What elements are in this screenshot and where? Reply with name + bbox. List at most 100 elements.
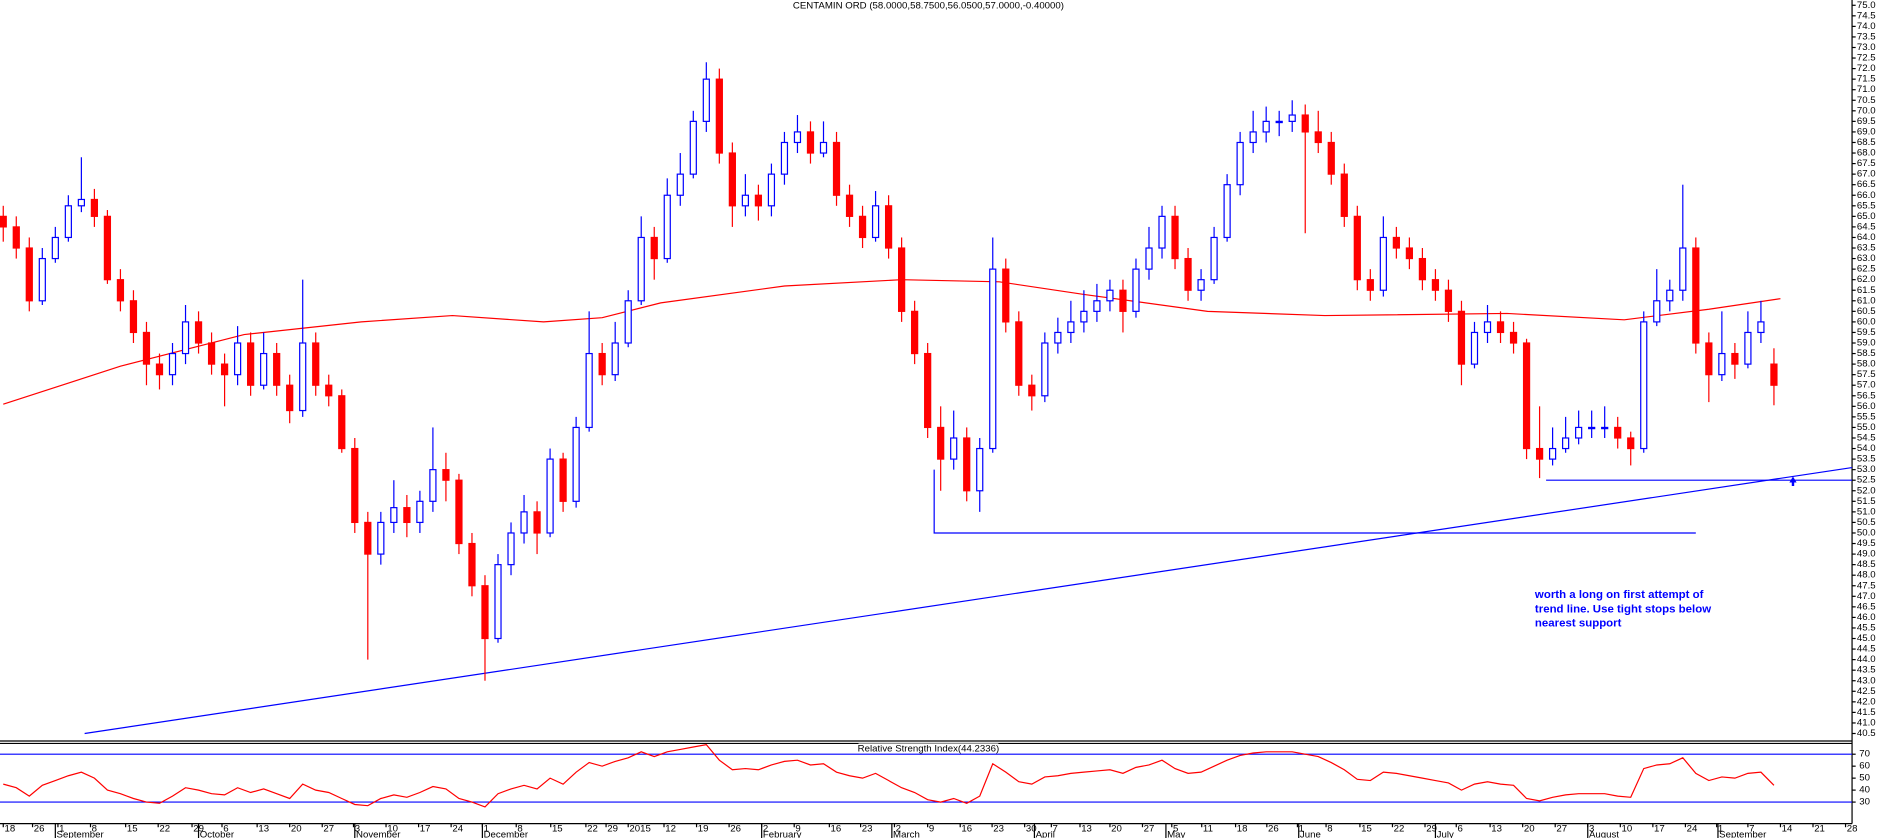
candle-body [1483, 321, 1492, 334]
candle-body [976, 447, 984, 492]
y-tick-label: 48.0 [1857, 570, 1876, 581]
x-tick-label: 26 [730, 824, 741, 835]
x-tick-label: 13 [1491, 824, 1502, 835]
candle-body [676, 173, 684, 196]
y-tick-label: 69.0 [1857, 126, 1876, 137]
y-tick-label: 63.0 [1857, 253, 1876, 264]
x-tick-label: 3 [1589, 824, 1594, 835]
candle-body [1575, 426, 1583, 439]
y-tick-label: 54.5 [1857, 433, 1876, 444]
candle-body [1601, 426, 1609, 430]
x-tick-label: 17 [1654, 824, 1665, 835]
candle-body [1275, 120, 1283, 124]
candle-body [1548, 447, 1557, 460]
x-tick-label: 10 [387, 824, 398, 835]
candle-body [103, 215, 112, 281]
y-tick-label: 71.0 [1857, 84, 1876, 95]
month-label: February [763, 830, 802, 838]
candle-body [898, 247, 906, 312]
candle-body [1418, 257, 1427, 281]
candle-body [1627, 437, 1635, 450]
y-tick-label: 44.0 [1857, 654, 1876, 665]
y-tick-label: 41.5 [1857, 707, 1876, 718]
x-tick-label: 22 [1394, 824, 1405, 835]
candle-body [950, 437, 958, 460]
candle-body [377, 521, 385, 555]
y-tick-label: 49.5 [1857, 538, 1876, 549]
x-tick-label: 2 [896, 824, 901, 835]
candle-body [1470, 331, 1479, 365]
x-tick-label: 23 [862, 824, 873, 835]
candle-body [129, 300, 138, 334]
candle-body [1692, 247, 1700, 344]
candle-body [1158, 215, 1166, 249]
candle-body [832, 141, 841, 196]
y-tick-label: 44.5 [1857, 644, 1876, 655]
candle-body [429, 469, 437, 502]
x-tick-label: 27 [1144, 824, 1155, 835]
y-tick-label: 43.5 [1857, 665, 1876, 676]
x-tick-label: 1 [484, 824, 489, 835]
candle-body [689, 120, 697, 175]
candle-body [12, 226, 20, 249]
candle-body [260, 352, 268, 386]
candle-body [598, 352, 606, 376]
x-tick-label: 8 [1327, 824, 1332, 835]
y-tick-label: 55.5 [1857, 411, 1876, 422]
y-tick-label: 46.5 [1857, 601, 1876, 612]
x-tick-label: 9 [795, 824, 800, 835]
y-tick-label: 71.5 [1857, 74, 1876, 85]
candle-body [858, 215, 867, 239]
candle-body [728, 152, 736, 207]
x-tick-label: 16 [831, 824, 842, 835]
x-tick-label: 24 [1687, 824, 1698, 835]
candle-body [793, 131, 802, 144]
y-tick-label: 67.0 [1857, 169, 1876, 180]
y-tick-label: 64.0 [1857, 232, 1876, 243]
candle-body [1067, 321, 1075, 334]
annotation-line: worth a long on first attempt of [1534, 589, 1704, 601]
candle-body [247, 342, 255, 386]
x-tick-label: 9 [929, 824, 934, 835]
candle-body [871, 205, 880, 239]
candle-body [507, 532, 515, 566]
candle-body [1770, 363, 1778, 386]
candle-body [468, 542, 476, 587]
y-tick-label: 75.0 [1857, 0, 1876, 11]
month-label: June [1300, 830, 1321, 838]
candle-body [546, 458, 554, 534]
candle-body [1392, 236, 1400, 249]
month-label: August [1589, 830, 1619, 838]
x-tick-label: 1 [1718, 824, 1723, 835]
y-tick-label: 51.0 [1857, 506, 1876, 517]
candle-body [1002, 268, 1010, 323]
candle-body [559, 458, 567, 502]
x-tick-label: 13 [1081, 824, 1092, 835]
candle-body [1614, 426, 1622, 439]
candle-body [181, 321, 190, 355]
y-tick-label: 43.0 [1857, 675, 1876, 686]
candle-body [663, 194, 671, 260]
candle-body [338, 395, 346, 450]
y-tick-label: 72.0 [1857, 63, 1876, 74]
y-tick-label: 57.0 [1857, 380, 1876, 391]
annotation: worth a long on first attempt of trend li… [1534, 589, 1711, 630]
y-tick-label: 52.5 [1857, 475, 1876, 486]
candle-body [1028, 384, 1036, 397]
y-tick-label: 60.0 [1857, 316, 1876, 327]
trend-line [84, 466, 1853, 735]
moving-average [3, 279, 1781, 405]
candle-body [1496, 321, 1505, 334]
y-tick-label: 57.5 [1857, 369, 1876, 380]
candle-body [1562, 437, 1570, 450]
y-tick-label: 53.5 [1857, 454, 1876, 465]
y-tick-label: 73.5 [1857, 31, 1876, 42]
y-tick-label: 69.5 [1857, 116, 1876, 127]
month-label: December [484, 830, 529, 838]
candle-body [273, 352, 281, 386]
candle-body [806, 131, 815, 154]
y-tick-label: 41.0 [1857, 717, 1876, 728]
x-tick-label: 6 [223, 824, 228, 835]
candle-body [364, 521, 372, 555]
candle-body [64, 205, 72, 239]
